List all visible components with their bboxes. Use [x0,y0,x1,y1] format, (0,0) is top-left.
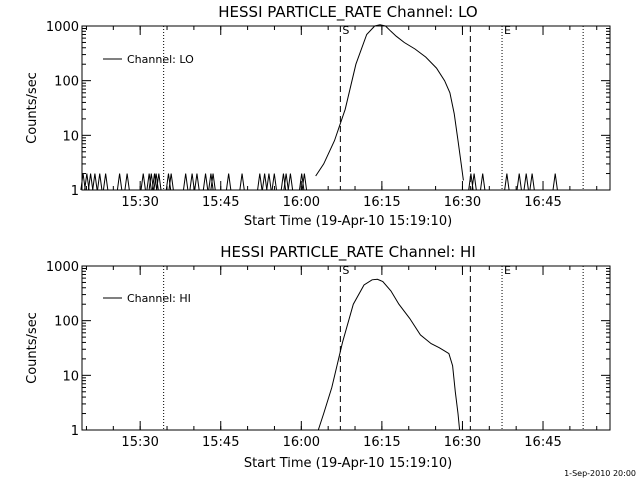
series-line [317,278,461,431]
footer-timestamp: 1-Sep-2010 20:00 [564,469,636,478]
legend: Channel: LO [103,53,194,66]
data-spike [84,173,90,191]
data-spike [189,173,195,191]
x-tick-label: 16:30 [444,195,481,210]
legend-entry: Channel: HI [127,292,191,305]
data-spike [168,173,174,191]
y-tick-label: 1000 [46,260,79,275]
data-spike [80,173,86,191]
marker-label: E [504,24,511,37]
panel-channel-hi: HESSI PARTICLE_RATE Channel: HI Counts/s… [25,243,611,471]
data-spike [523,173,529,191]
data-spike [266,173,272,191]
x-tick-label: 16:00 [283,435,320,450]
x-tick-label: 16:30 [444,435,481,450]
y-tick-label: 1000 [46,20,79,35]
data-spike [151,173,158,191]
data-spike [271,173,277,191]
x-tick-label: 15:45 [202,195,239,210]
y-tick-label: 10 [62,129,79,144]
data-spike [140,173,146,191]
panel-channel-lo: HESSI PARTICLE_RATE Channel: LO Counts/s… [25,3,611,229]
data-spike [156,173,162,191]
y-axis-label: Counts/sec [25,312,40,384]
marker-label: S [342,24,349,37]
data-spike [283,173,289,191]
data-spike [225,173,232,191]
data-spike [210,173,216,191]
data-spike [471,173,477,191]
x-tick-label: 16:15 [363,195,400,210]
data-spike [257,173,263,191]
marker-label: S [342,264,349,277]
series-line [315,24,464,181]
chart-title: HESSI PARTICLE_RATE Channel: HI [220,243,476,262]
data-spike [116,173,123,191]
data-spike [92,173,98,191]
legend-entry: Channel: LO [127,53,194,66]
y-tick-label: 1 [71,424,79,439]
data-spike [261,173,268,191]
data-spike [480,173,486,191]
data-spike [97,173,103,191]
plot-frame [81,265,611,431]
data-spike [194,173,200,191]
x-tick-label: 16:15 [363,435,400,450]
x-axis-label: Start Time (19-Apr-10 15:19:10) [244,456,452,471]
y-tick-label: 100 [54,75,79,90]
data-spike [529,173,535,191]
data-spike [552,173,558,191]
data-spike [239,173,245,191]
y-tick-label: 1 [71,184,79,199]
x-tick-label: 15:30 [121,435,158,450]
x-axis-label: Start Time (19-Apr-10 15:19:10) [244,214,452,229]
data-spike [102,173,109,191]
x-tick-label: 15:30 [121,195,158,210]
data-spike [124,173,130,191]
data-spike [208,173,214,191]
y-axis-label: Counts/sec [25,72,40,144]
x-tick-label: 16:00 [283,195,320,210]
chart-title: HESSI PARTICLE_RATE Channel: LO [218,3,477,22]
marker-label: E [504,264,511,277]
x-tick-label: 16:45 [524,195,561,210]
x-tick-label: 15:45 [202,435,239,450]
data-spike [301,173,308,191]
data-spike [202,173,209,191]
data-spike [504,173,510,191]
data-spike [516,173,522,191]
data-spike [146,173,152,191]
data-spike [87,173,94,191]
data-spike [182,173,189,191]
data-spike [287,173,294,191]
y-tick-label: 100 [54,315,79,330]
plot-frame [81,25,611,191]
y-tick-label: 10 [62,369,79,384]
x-tick-label: 16:45 [524,435,561,450]
legend: Channel: HI [103,292,191,305]
